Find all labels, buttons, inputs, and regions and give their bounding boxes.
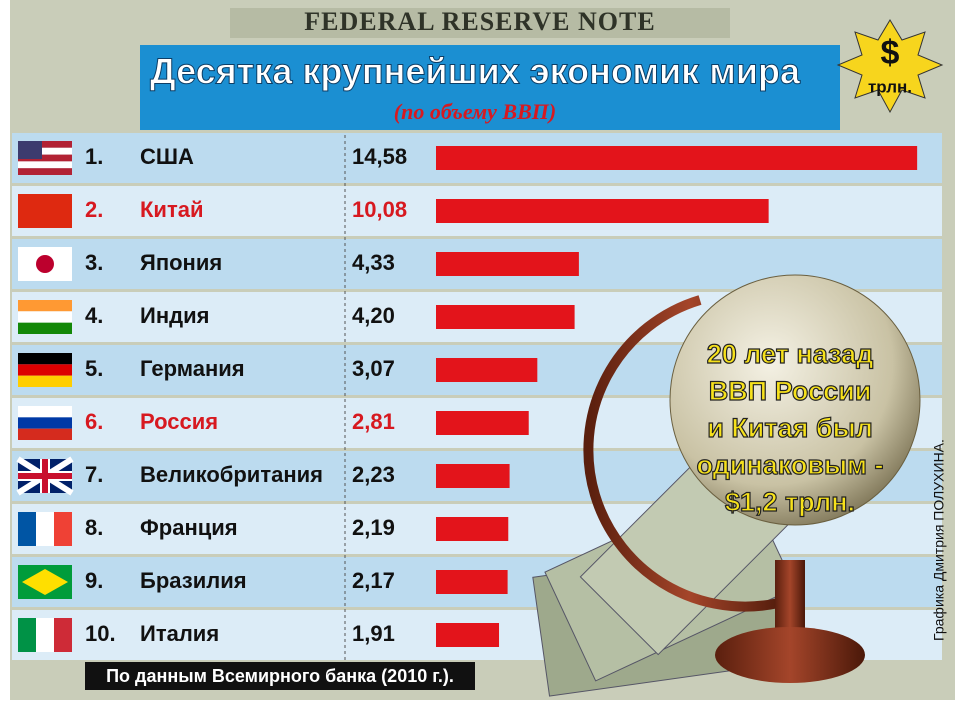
flag-stripe [18,194,72,228]
flag [18,247,72,281]
flag-canton [18,141,42,159]
flag [18,300,72,334]
bar [436,570,508,594]
flag-diamond [22,569,68,595]
flag-stripe [18,512,36,546]
source-band [85,662,475,690]
flag [18,194,72,228]
flag-stripe [18,311,72,323]
flag-stripe [36,512,54,546]
category-label: США [140,144,194,169]
annotation-line: 20 лет назад [707,339,874,369]
badge-symbol: $ [881,34,900,72]
category-label: Великобритания [140,462,323,487]
bar [436,411,529,435]
bar [436,464,510,488]
flag-stripe [18,147,72,155]
flag-stripe [36,618,54,652]
globe [583,274,921,683]
annotation-line: ВВП России [709,376,872,406]
rank: 10. [85,621,116,646]
bar [436,305,575,329]
flag-stripe [18,161,72,169]
category-label: Япония [140,250,222,275]
flag [18,353,72,387]
category-label: Франция [140,515,238,540]
flag-stripe [54,618,72,652]
rank: 4. [85,303,103,328]
value-label: 1,91 [352,621,395,646]
badge-star [836,19,944,114]
rank: 3. [85,250,103,275]
annotation-line: $1,2 трлн. [725,487,855,517]
bar [436,199,769,223]
value-label: 4,20 [352,303,395,328]
flag [16,456,74,496]
flag [18,618,72,652]
flag-stripe [54,512,72,546]
annotation-line: одинаковым - [697,450,884,480]
flag [18,565,72,599]
rank: 5. [85,356,103,381]
flag-stripe [18,406,72,418]
credit: Графика Дмитрия ПОЛУХИНА. [931,439,947,641]
value-label: 4,33 [352,250,395,275]
flag-stripe [18,375,72,387]
annotation-line: и Китая был [707,413,873,443]
flag-stripe [18,618,36,652]
rank: 7. [85,462,103,487]
rank: 2. [85,197,103,222]
category-label: Италия [140,621,219,646]
category-label: Бразилия [140,568,247,593]
flag [18,406,72,440]
category-label: Россия [140,409,218,434]
bar [436,252,579,276]
category-label: Китай [140,197,204,222]
flag [18,141,72,175]
flag-stripe [18,300,72,312]
bar [436,517,509,541]
banner: FEDERAL RESERVE NOTE [304,7,655,36]
rank: 6. [85,409,103,434]
bar [436,623,500,647]
flag-stripe [18,428,72,440]
header-band [140,45,840,130]
flag-stripe [18,322,72,334]
value-label: 3,07 [352,356,395,381]
flag-stripe [18,353,72,365]
category-label: Германия [140,356,245,381]
flag-stripe [18,141,72,148]
flag-cross [18,459,72,493]
value-label: 2,23 [352,462,395,487]
flag-stripe [18,417,72,429]
bar [436,146,918,170]
value-label: 2,17 [352,568,395,593]
banner-band [230,8,730,38]
value-label: 10,08 [352,197,407,222]
rank: 9. [85,568,103,593]
value-label: 14,58 [352,144,407,169]
flag [18,512,72,546]
flag-stripe [18,364,72,376]
flag-stripe [18,168,72,175]
subtitle: (по объему ВВП) [394,99,556,124]
value-label: 2,81 [352,409,395,434]
bar [436,358,538,382]
flag-disc [36,255,54,273]
source: По данным Всемирного банка (2010 г.). [106,666,454,686]
category-label: Индия [140,303,209,328]
rank: 1. [85,144,103,169]
rank: 8. [85,515,103,540]
flag-stripe [18,154,72,162]
title: Десятка крупнейших экономик мира [150,51,801,92]
value-label: 2,19 [352,515,395,540]
badge-unit: трлн. [868,77,912,96]
